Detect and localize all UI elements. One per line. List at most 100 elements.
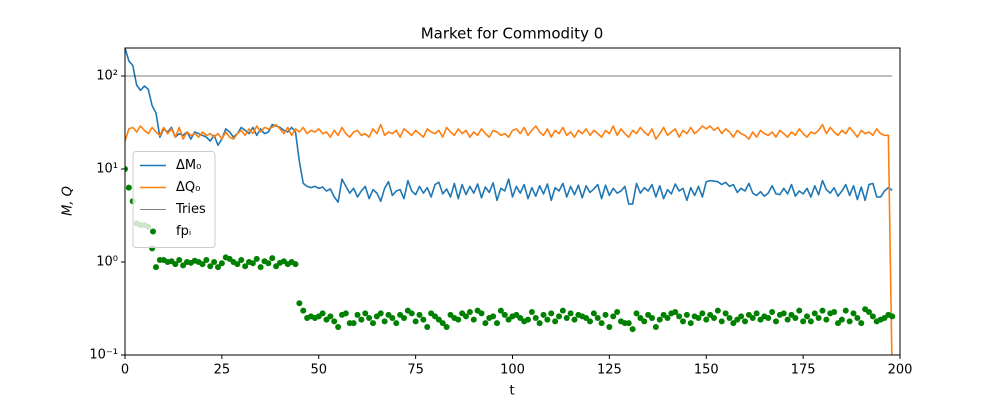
scatter-point <box>680 318 686 325</box>
x-tick-label: 25 <box>214 363 231 378</box>
scatter-point <box>738 313 745 320</box>
scatter-point <box>455 316 462 323</box>
scatter-point <box>528 308 535 315</box>
y-tick-label: 10¹ <box>96 161 118 176</box>
chart-title: Market for Commodity 0 <box>421 25 604 43</box>
scatter-point <box>501 311 508 318</box>
scatter-point <box>552 318 559 325</box>
scatter-point <box>869 313 876 320</box>
scatter-point <box>327 313 334 320</box>
scatter-point <box>854 314 861 321</box>
scatter-point <box>424 324 431 331</box>
scatter-point <box>819 307 826 314</box>
scatter-point <box>536 320 543 327</box>
scatter-point <box>633 310 640 317</box>
scatter-point <box>242 263 249 270</box>
scatter-point <box>443 324 450 331</box>
scatter-point <box>180 262 187 269</box>
scatter-point <box>362 310 369 317</box>
scatter-point <box>559 307 566 314</box>
scatter-point <box>377 310 384 317</box>
scatter-point <box>641 318 648 325</box>
scatter-point <box>389 314 396 321</box>
scatter-point <box>408 310 415 317</box>
scatter-point <box>730 320 737 327</box>
scatter-point <box>567 310 574 317</box>
scatter-point <box>606 324 613 331</box>
scatter-point <box>273 263 280 270</box>
scatter-point <box>780 310 787 317</box>
legend-label: ΔQ₀ <box>176 180 200 195</box>
scatter-point <box>610 313 617 320</box>
scatter-point <box>842 307 849 314</box>
x-tick-label: 50 <box>310 363 327 378</box>
x-tick-label: 175 <box>791 363 816 378</box>
scatter-point <box>300 307 307 314</box>
x-tick-label: 100 <box>500 363 525 378</box>
scatter-point <box>726 314 733 321</box>
scatter-point <box>846 318 853 325</box>
scatter-point <box>823 316 830 323</box>
scatter-point <box>649 314 655 321</box>
scatter-point <box>629 326 636 333</box>
scatter-point <box>125 184 132 191</box>
scatter-point <box>742 318 748 325</box>
scatter-point <box>478 310 485 317</box>
scatter-point <box>714 307 721 314</box>
y-tick-label: 10⁰ <box>96 254 118 269</box>
scatter-point <box>203 257 210 264</box>
scatter-point <box>590 310 597 317</box>
y-tick-label: 10² <box>96 68 118 83</box>
scatter-point <box>218 260 225 267</box>
scatter-point <box>335 324 342 331</box>
scatter-point <box>342 310 349 317</box>
scatter-point <box>602 311 609 318</box>
scatter-point <box>711 314 717 321</box>
scatter-point <box>517 314 524 321</box>
scatter-point <box>800 318 807 325</box>
scatter-point <box>637 314 644 321</box>
scatter-point <box>804 313 810 320</box>
scatter-point <box>234 261 241 268</box>
legend-label: Tries <box>175 202 206 217</box>
scatter-point <box>792 314 799 321</box>
scatter-point <box>594 314 601 321</box>
scatter-point <box>676 313 683 320</box>
scatter-point <box>838 316 845 323</box>
scatter-point <box>587 318 593 325</box>
scatter-point <box>858 320 865 327</box>
y-tick-label: 10⁻¹ <box>89 348 118 363</box>
x-tick-label: 125 <box>597 363 622 378</box>
scatter-point <box>583 314 590 321</box>
scatter-point <box>249 260 256 267</box>
scatter-point <box>420 316 427 323</box>
scatter-point <box>625 320 632 327</box>
scatter-point <box>265 260 272 267</box>
legend: ΔM₀ ΔQ₀ Tries fpᵢ <box>132 151 216 248</box>
scatter-point <box>652 324 659 331</box>
scatter-point <box>319 310 326 317</box>
scatter-point <box>497 307 504 314</box>
scatter-point <box>525 316 531 323</box>
scatter-point <box>773 318 779 325</box>
scatter-point <box>765 314 772 321</box>
scatter-point <box>703 316 710 323</box>
scatter-point <box>412 318 419 325</box>
x-tick-label: 0 <box>121 363 129 378</box>
scatter-point <box>470 316 477 323</box>
scatter-point <box>199 261 206 268</box>
scatter-point <box>815 314 822 321</box>
scatter-point <box>176 257 183 264</box>
scatter-point <box>253 255 260 262</box>
x-tick-label: 75 <box>407 363 424 378</box>
scatter-point <box>563 314 570 321</box>
scatter-point <box>796 307 803 314</box>
scatter-point <box>683 311 690 318</box>
scatter-point <box>296 300 303 307</box>
scatter-point <box>125 165 128 172</box>
scatter-point <box>211 258 218 265</box>
scatter-point <box>687 320 694 327</box>
scatter-point <box>401 314 407 321</box>
legend-box <box>132 151 216 248</box>
scatter-point <box>753 310 760 317</box>
